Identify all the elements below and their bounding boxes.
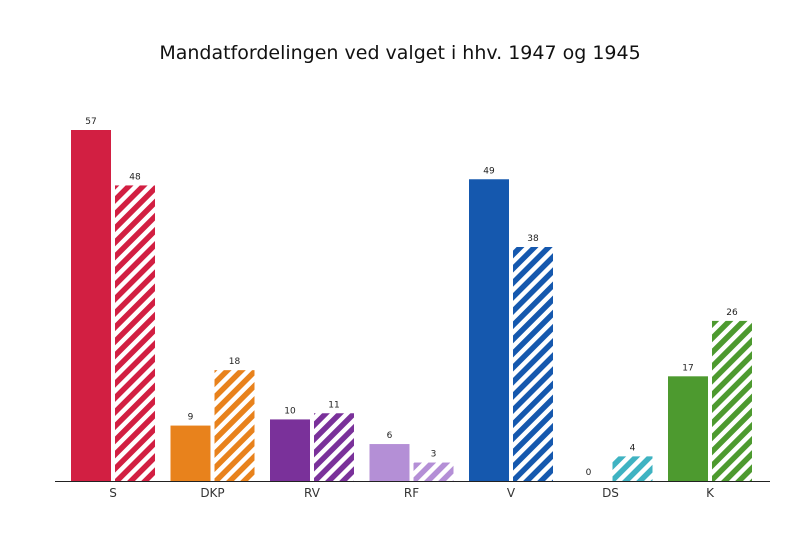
bar-k-series-2 <box>712 320 752 481</box>
bar-v-series-2 <box>513 247 553 481</box>
category-label-v: V <box>507 486 516 500</box>
bar-ds-series-2 <box>612 456 653 481</box>
value-label-k-series-1: 17 <box>682 363 693 373</box>
value-label-rf-series-2: 3 <box>431 450 437 460</box>
value-label-v-series-2: 38 <box>527 234 539 244</box>
category-label-ds: DS <box>602 486 619 500</box>
bar-s-series-2 <box>115 185 155 481</box>
bar-v-series-1 <box>469 179 509 481</box>
value-label-rf-series-1: 6 <box>387 431 393 441</box>
category-label-k: K <box>706 486 715 500</box>
value-label-dkp-series-1: 9 <box>188 413 194 423</box>
bar-dkp-series-2 <box>214 370 255 481</box>
category-label-s: S <box>109 486 117 500</box>
bar-dkp-series-1 <box>170 425 211 481</box>
value-label-v-series-1: 49 <box>483 166 495 176</box>
bar-rf-series-2 <box>413 462 454 481</box>
bar-k-series-1 <box>668 376 708 481</box>
value-label-s-series-1: 57 <box>85 117 96 127</box>
value-label-dkp-series-2: 18 <box>229 357 241 367</box>
bar-s-series-1 <box>71 130 111 481</box>
value-label-s-series-2: 48 <box>129 172 141 182</box>
value-label-rv-series-2: 11 <box>328 400 339 410</box>
bar-rv-series-2 <box>314 413 354 481</box>
bar-rf-series-1 <box>369 444 410 481</box>
bar-rv-series-1 <box>270 419 310 481</box>
category-label-rf: RF <box>404 486 419 500</box>
category-label-dkp: DKP <box>200 486 224 500</box>
value-label-ds-series-2: 4 <box>630 443 636 453</box>
value-label-k-series-2: 26 <box>726 308 738 318</box>
value-label-rv-series-1: 10 <box>284 406 296 416</box>
chart-title: Mandatfordelingen ved valget i hhv. 1947… <box>159 42 641 64</box>
value-label-ds-series-1: 0 <box>586 468 592 478</box>
category-label-rv: RV <box>304 486 321 500</box>
